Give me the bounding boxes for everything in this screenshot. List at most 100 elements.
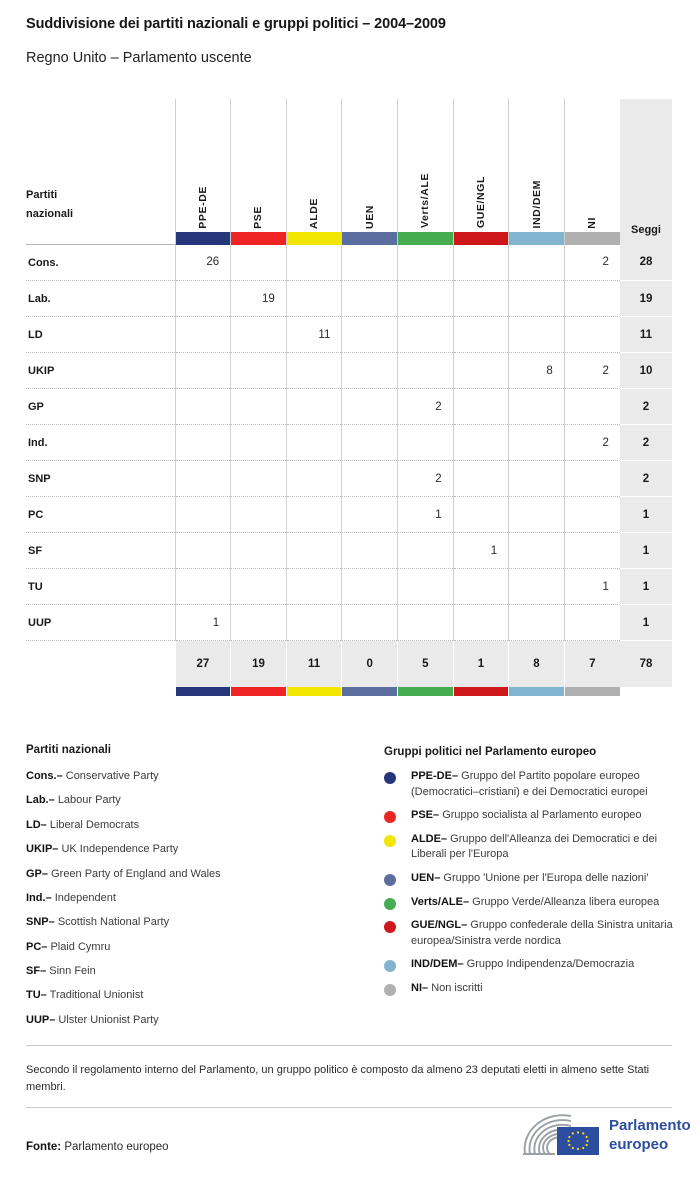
cell-alde [285,388,342,425]
table-row: SNP 2 2 [26,460,672,497]
source-label: Fonte: [26,1141,62,1153]
group-legend-item: IND/DEM– Gruppo Indipendenza/Democrazia [384,957,679,973]
group-color-bar [397,231,453,245]
group-header-label-wrap: ALDE [287,129,342,229]
cell-ppe-de [174,280,231,317]
group-color-dot-icon [384,960,396,973]
group-header-label: IND/DEM [530,179,543,229]
divider-below-note [26,1107,672,1108]
ep-wordmark: Parlamento europeo [609,1116,691,1154]
group-color-dot-icon [384,897,396,910]
group-color-dot-icon [384,834,396,847]
total-value: 5 [422,658,429,670]
cell-alde [285,244,342,281]
cell-gue-ngl [452,280,509,317]
group-header-label: NI [586,216,599,229]
row-seats-total: 2 [619,388,672,425]
group-column-header-gue-ngl: GUE/NGL [452,99,509,245]
party-header-line1: Partiti [26,188,58,201]
group-legend-dash: – [457,958,464,971]
cell-verts-ale [396,424,454,461]
total-value: 1 [477,658,485,670]
party-legend-dash: – [52,843,59,856]
cell-ni [563,280,620,317]
table-row: SF 1 1 [26,532,672,569]
european-parliament-logo: Parlamento europeo [519,1113,691,1161]
party-legend-item: UKIP– UK Independence Party [26,842,366,856]
cell-ppe-de [174,388,231,425]
cell-alde [285,424,342,461]
group-column-header-ind-dem: IND/DEM [508,99,565,245]
cell-ind-dem [508,604,565,641]
party-legend-name: Traditional Unionist [49,989,144,1002]
cell-pse [230,460,287,497]
group-legend-abbr: IND/DEM [411,958,458,971]
row-party-label: PC [26,496,176,533]
cell-uen [341,352,398,389]
table-row: Ind. 2 2 [26,424,672,461]
table-row: Cons. 26 2 28 [26,244,672,281]
total-verts-ale: 5 [396,640,454,696]
table-row: TU 1 1 [26,568,672,605]
group-legend-abbr: ALDE [411,832,441,845]
totals-color-bar [509,687,564,696]
cell-ind-dem [508,244,565,281]
row-party-label: SF [26,532,176,569]
totals-color-bar [231,687,286,696]
group-column-header-alde: ALDE [285,99,342,245]
cell-alde [285,280,342,317]
party-legend-dash: – [40,818,47,831]
political-groups-legend: Gruppi politici nel Parlamento europeo P… [384,746,679,1005]
cell-pse [230,496,287,533]
cell-gue-ngl [452,568,509,605]
cell-gue-ngl [452,604,509,641]
total-value: 27 [196,658,210,670]
group-header-label-wrap: PSE [231,129,286,229]
group-legend-item: UEN– Gruppo 'Unione per l'Europa delle n… [384,871,679,887]
group-legend-item: PPE-DE– Gruppo del Partito popolare euro… [384,769,679,800]
cell-uen [341,604,398,641]
cell-pse [230,316,287,353]
source-value: Parlamento europeo [64,1141,169,1153]
cell-ni [563,532,620,569]
party-legend-dash: – [49,1013,56,1026]
seats-column-header: Seggi [619,99,672,245]
party-legend-item: Lab.– Labour Party [26,793,366,807]
cell-ppe-de [174,460,231,497]
group-legend-name: Gruppo Indipendenza/Democrazia [466,958,635,971]
political-groups-legend-heading: Gruppi politici nel Parlamento europeo [384,746,597,758]
table-row: PC 1 1 [26,496,672,533]
cell-pse [230,244,287,281]
cell-ni: 2 [563,244,620,281]
group-legend-item: ALDE– Gruppo dell'Alleanza dei Democrati… [384,832,679,863]
total-value: 19 [252,658,265,670]
group-header-label-wrap: PPE-DE [176,129,231,229]
cell-pse [230,352,287,389]
table-row: LD 11 11 [26,316,672,353]
cell-pse: 19 [230,280,287,317]
group-header-label: PSE [252,205,265,229]
party-legend-item: UUP– Ulster Unionist Party [26,1013,366,1027]
party-legend-name: Independent [54,891,116,904]
national-parties-legend-heading: Partiti nazionali [26,744,111,756]
group-legend-name: Gruppo del Partito popolare europeo (Dem… [411,770,648,798]
total-ppe-de: 27 [174,640,231,696]
cell-gue-ngl [452,316,509,353]
party-legend-abbr: LD [26,818,41,831]
cell-uen [341,424,398,461]
row-party-label: Cons. [26,244,176,281]
cell-verts-ale [396,352,454,389]
party-legend-dash: – [41,867,49,880]
total-value: 11 [307,658,321,670]
cell-gue-ngl: 1 [452,532,509,569]
party-legend-name: Plaid Cymru [50,940,111,953]
row-party-label: UKIP [26,352,176,389]
totals-color-bar [397,687,453,696]
group-color-bar [342,231,397,245]
cell-ppe-de: 1 [174,604,231,641]
cell-ni [563,496,620,533]
cell-gue-ngl [452,424,509,461]
cell-ni: 1 [563,568,620,605]
cell-ni: 2 [563,352,620,389]
ep-wordmark-line2: europeo [609,1136,669,1154]
